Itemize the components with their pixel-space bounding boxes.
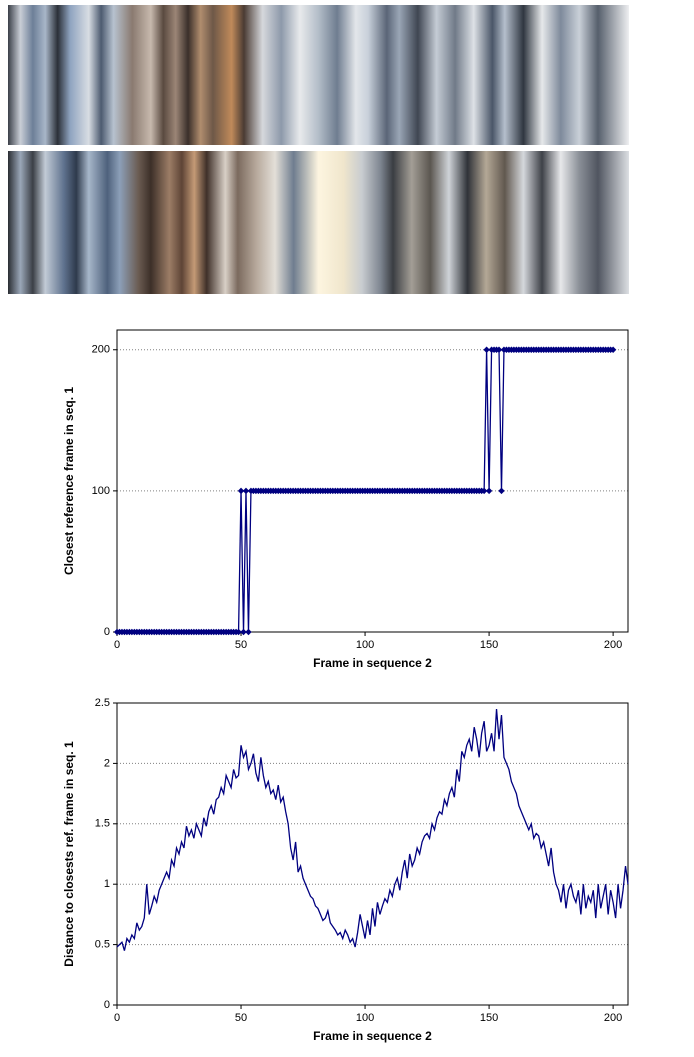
image-strip bbox=[8, 151, 629, 294]
y-tick-label: 2 bbox=[104, 757, 110, 769]
data-marker bbox=[480, 487, 488, 495]
plot-frame bbox=[116, 329, 629, 633]
y-tick-label: 0 bbox=[104, 626, 110, 638]
data-marker bbox=[495, 346, 503, 353]
plot-frame bbox=[116, 702, 629, 1006]
x-tick-label: 200 bbox=[604, 1012, 622, 1024]
x-tick-label: 150 bbox=[480, 639, 498, 651]
y-tick-label: 0.5 bbox=[95, 939, 110, 951]
data-marker bbox=[235, 628, 242, 636]
y-tick-label: 0 bbox=[104, 999, 110, 1011]
x-tick-label: 0 bbox=[114, 639, 120, 651]
x-tick-label: 200 bbox=[604, 639, 622, 651]
image-strip bbox=[8, 5, 629, 145]
y-axis-title: Closest reference frame in seq. 1 bbox=[62, 387, 76, 575]
data-marker bbox=[240, 628, 247, 636]
x-axis-title: Frame in sequence 2 bbox=[313, 1029, 432, 1043]
y-tick-label: 2.5 bbox=[95, 697, 110, 709]
y-tick-label: 200 bbox=[92, 344, 110, 356]
x-tick-label: 0 bbox=[114, 1012, 120, 1024]
data-marker bbox=[242, 487, 250, 495]
x-tick-label: 150 bbox=[480, 1012, 498, 1024]
y-tick-label: 1 bbox=[104, 878, 110, 890]
data-marker bbox=[245, 628, 252, 636]
x-tick-label: 50 bbox=[235, 639, 247, 651]
x-tick-label: 100 bbox=[356, 639, 374, 651]
data-marker bbox=[485, 487, 493, 495]
x-tick-label: 50 bbox=[235, 1012, 247, 1024]
data-marker bbox=[483, 346, 490, 353]
data-line bbox=[116, 708, 629, 951]
x-tick-label: 100 bbox=[356, 1012, 374, 1024]
data-marker bbox=[498, 487, 505, 495]
y-tick-label: 100 bbox=[92, 485, 110, 497]
data-marker bbox=[237, 487, 245, 495]
y-axis-title: Distance to closests ref. frame in seq. … bbox=[62, 741, 76, 967]
y-tick-label: 1.5 bbox=[95, 818, 110, 830]
x-axis-title: Frame in sequence 2 bbox=[313, 656, 432, 670]
data-marker bbox=[609, 346, 617, 353]
